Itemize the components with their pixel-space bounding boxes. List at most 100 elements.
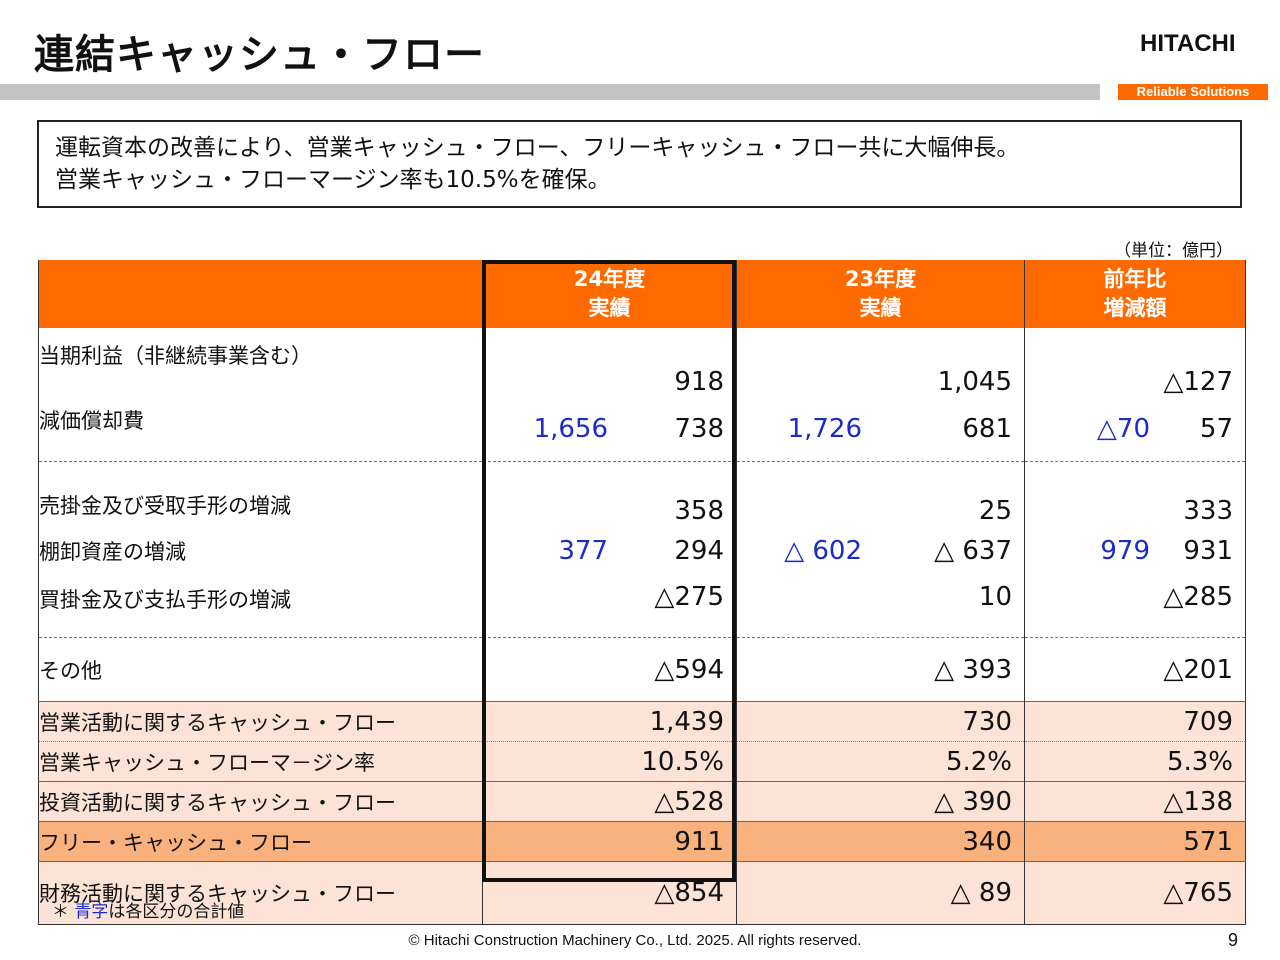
table-row: その他 △594 △ 393 △201 [38, 637, 1246, 702]
header-fy23-year: 23年度 [844, 267, 917, 291]
header-fy23: 23年度 実績 [736, 260, 1025, 328]
value: △528 [654, 786, 724, 817]
cell-fy24: △275 [482, 576, 737, 638]
table-row: 棚卸資産の増減 377 294 △ 602 △ 637 979 931 [39, 526, 1246, 576]
value: 10 [978, 582, 1012, 612]
value: 738 [674, 414, 724, 444]
cell-fy24: 358 [482, 461, 737, 526]
row-label: その他 [38, 637, 483, 702]
value: △285 [1163, 582, 1233, 612]
cell-fy24: 1,656 738 [482, 397, 737, 462]
cell-yoy: 333 [1024, 461, 1246, 526]
value: △275 [654, 582, 724, 612]
cell-fy24: △528 [482, 781, 737, 822]
cell-yoy: △285 [1024, 576, 1246, 638]
cell-fy23: 5.2% [736, 741, 1025, 782]
value: 294 [674, 536, 724, 566]
summary-box: 運転資本の改善により、営業キャッシュ・フロー、フリーキャッシュ・フロー共に大幅伸… [37, 120, 1242, 208]
value: 681 [962, 414, 1012, 444]
value: △854 [654, 878, 724, 908]
table-row: 減価償却費 1,656 738 1,726 681 △70 57 [39, 397, 1246, 462]
value: 358 [674, 496, 724, 526]
header-divider-bar [0, 84, 1100, 100]
cell-fy24: 1,439 [482, 701, 737, 742]
header-fy24-year: 24年度 [573, 267, 646, 291]
subtotal-value: 1,726 [787, 414, 862, 444]
cell-fy23: △ 89 [736, 861, 1025, 925]
table-row: 営業活動に関するキャッシュ・フロー 1,439 730 709 [38, 701, 1246, 742]
row-label: 財務活動に関するキャッシュ・フロー [38, 861, 483, 925]
cell-fy23: 10 [736, 576, 1025, 638]
table-row: フリー・キャッシュ・フロー 911 340 571 [38, 821, 1246, 862]
value: △138 [1163, 786, 1233, 817]
value: 5.3% [1166, 746, 1233, 777]
footnote-prefix: ＊ [52, 902, 75, 922]
cell-fy24: 911 [482, 821, 737, 862]
value: 333 [1183, 496, 1233, 526]
subtotal-value: 1,656 [533, 414, 608, 444]
header-blank [38, 260, 483, 328]
row-label: フリー・キャッシュ・フロー [38, 821, 483, 862]
footnote-blue-text: 青字 [74, 902, 109, 922]
subtotal-value: 377 [558, 536, 608, 566]
value: △594 [654, 654, 724, 685]
cell-yoy: △138 [1024, 781, 1246, 822]
tagline-badge: Reliable Solutions [1118, 84, 1268, 100]
value: 571 [1183, 826, 1233, 857]
value: 1,439 [649, 706, 724, 737]
value: 1,045 [937, 367, 1012, 397]
cell-fy24: 918 [482, 328, 737, 397]
header-fy24: 24年度 実績 [482, 260, 737, 328]
cell-fy24: △854 [482, 861, 737, 925]
value: △ 393 [934, 654, 1012, 685]
value: 10.5% [641, 746, 724, 777]
table-header-row: 24年度 実績 23年度 実績 前年比 増減額 [38, 260, 1246, 328]
value: △201 [1163, 654, 1233, 685]
cell-fy23: 730 [736, 701, 1025, 742]
cell-fy23: △ 602 △ 637 [736, 526, 1025, 576]
row-label: 営業活動に関するキャッシュ・フロー [38, 701, 483, 742]
value: 730 [962, 706, 1012, 737]
header-yoy-line2: 増減額 [1103, 296, 1167, 320]
cell-yoy: △765 [1024, 861, 1246, 925]
row-label: 棚卸資産の増減 [39, 540, 186, 564]
cell-fy23: △ 393 [736, 637, 1025, 702]
unit-note: （単位：億円） [1114, 241, 1233, 261]
cell-fy24: 10.5% [482, 741, 737, 782]
value: 709 [1183, 706, 1233, 737]
summary-line-1: 運転資本の改善により、営業キャッシュ・フロー、フリーキャッシュ・フロー共に大幅伸… [55, 135, 1020, 161]
row-label: 営業キャッシュ・フローマ－ジン率 [38, 741, 483, 782]
page-number: 9 [1228, 930, 1239, 950]
page-title: 連結キャッシュ・フロー [34, 32, 485, 78]
value: 5.2% [945, 746, 1012, 777]
cell-yoy: △70 57 [1024, 397, 1246, 462]
value: △765 [1163, 878, 1233, 908]
cell-fy23: 1,045 [736, 328, 1025, 397]
cell-fy23: 1,726 681 [736, 397, 1025, 462]
cell-yoy: 5.3% [1024, 741, 1246, 782]
footnote-rest: は各区分の合計値 [108, 902, 245, 922]
header-fy23-type: 実績 [859, 296, 902, 320]
row-label: 買掛金及び支払手形の増減 [39, 588, 291, 612]
copyright-footer: © Hitachi Construction Machinery Co., Lt… [408, 932, 862, 949]
cell-yoy: 709 [1024, 701, 1246, 742]
row-label: 当期利益（非継続事業含む） [39, 344, 312, 368]
value: △ 89 [950, 878, 1012, 908]
cell-fy23: 25 [736, 461, 1025, 526]
value: 911 [674, 826, 724, 857]
summary-line-2: 営業キャッシュ・フローマージン率も10.5%を確保。 [55, 167, 611, 193]
row-label: 売掛金及び受取手形の増減 [38, 461, 483, 526]
hitachi-logo: HITACHI [1140, 30, 1236, 57]
header-fy24-type: 実績 [588, 296, 631, 320]
table-row: 当期利益（非継続事業含む） 918 1,045 △127 [39, 328, 1246, 397]
table-row: 財務活動に関するキャッシュ・フロー △854 △ 89 △765 [38, 861, 1246, 925]
value: 57 [1199, 414, 1233, 444]
subtotal-value: △70 [1096, 414, 1150, 444]
value: 25 [978, 496, 1012, 526]
value: 340 [962, 826, 1012, 857]
footnote: ＊ 青字は各区分の合計値 [52, 897, 244, 922]
value: △127 [1163, 367, 1233, 397]
table-row: 営業キャッシュ・フローマ－ジン率 10.5% 5.2% 5.3% [38, 741, 1246, 782]
cell-yoy: △201 [1024, 637, 1246, 702]
cell-yoy: △127 [1024, 328, 1246, 397]
